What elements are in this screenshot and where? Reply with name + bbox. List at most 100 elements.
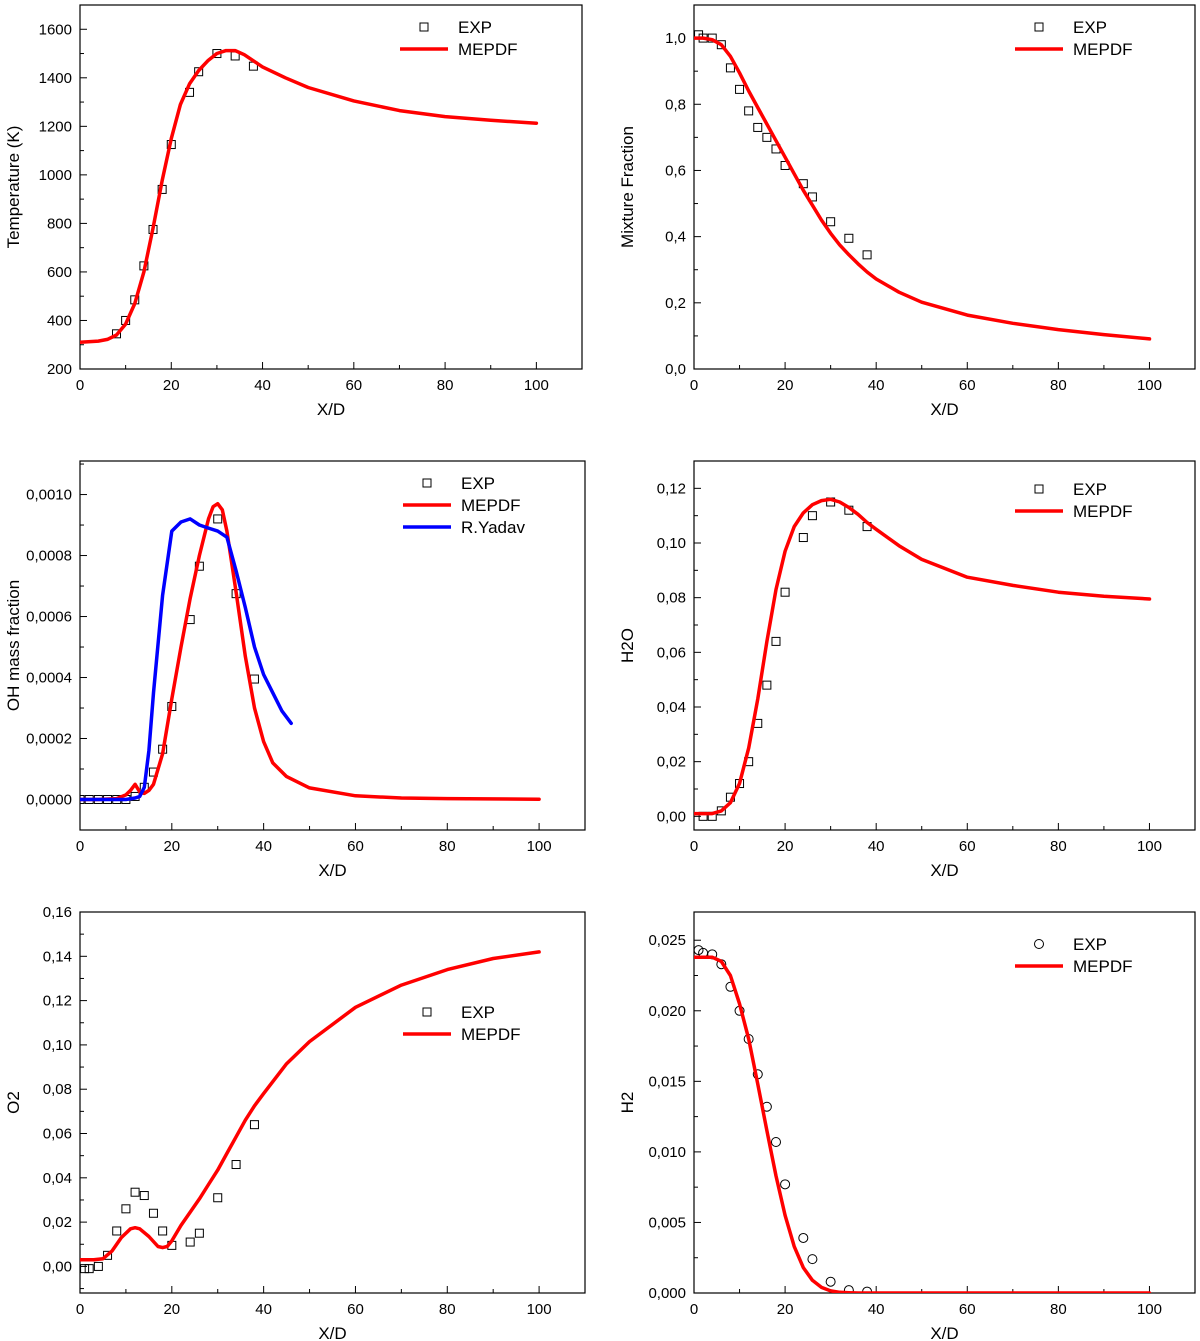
series-line-mepdf: [694, 955, 1152, 1293]
y-tick-label: 0,020: [648, 1003, 686, 1020]
x-tick-label: 20: [777, 838, 794, 855]
y-tick-label: 400: [47, 312, 72, 329]
y-tick-label: 0,04: [657, 699, 686, 716]
data-point: [780, 587, 790, 597]
legend-marker-swatch: [422, 1007, 432, 1017]
series-line-mepdf: [80, 501, 541, 802]
y-tick-label: 0,02: [657, 754, 686, 771]
y-axis-title: OH mass fraction: [4, 580, 23, 711]
y-axis-title: H2: [618, 1092, 637, 1114]
y-tick-label: 800: [47, 215, 72, 232]
data-point: [139, 1191, 149, 1201]
data-point: [735, 84, 745, 94]
x-tick-label: 60: [959, 1301, 976, 1318]
x-tick-label: 60: [347, 838, 364, 855]
data-point: [744, 106, 754, 116]
y-tick-label: 0,0004: [26, 670, 72, 687]
data-point: [753, 122, 763, 132]
legend-label: EXP: [1073, 18, 1107, 37]
legend: EXP MEPDF: [400, 18, 518, 59]
plot-area: [80, 48, 539, 345]
data-point: [249, 1120, 259, 1130]
chart-panel-2: 0 20 40 60 80 100 0,0 0,2 0,4 0,6 0,8 1,0 X/D Mixture…: [618, 4, 1196, 419]
chart-panel-6: 0 20 40 60 80 100 0,000 0,005 0,010 0,015 0,020 0,0…: [618, 911, 1196, 1341]
y-tick-label: 0,025: [648, 932, 686, 949]
y-axis-title: Mixture Fraction: [618, 126, 637, 248]
x-tick-label: 80: [439, 1301, 456, 1318]
data-point: [826, 217, 836, 227]
plot-area: [694, 945, 1152, 1293]
data-point: [716, 40, 726, 50]
y-tick-label: 0,06: [43, 1126, 72, 1143]
legend-label: MEPDF: [1073, 502, 1133, 521]
x-tick-label: 100: [524, 377, 549, 394]
legend-label: MEPDF: [461, 496, 521, 515]
legend-marker-swatch: [419, 22, 429, 32]
legend: EXP MEPDF R.Yadav: [403, 474, 525, 537]
y-tick-label: 1000: [39, 167, 72, 184]
x-tick-label: 20: [777, 1301, 794, 1318]
x-tick-label: 20: [163, 838, 180, 855]
y-tick-label: 0,0002: [26, 731, 72, 748]
y-tick-label: 0,04: [43, 1170, 72, 1187]
data-point: [213, 1193, 223, 1203]
x-tick-label: 0: [690, 377, 698, 394]
legend-label: EXP: [458, 18, 492, 37]
series-line-mepdf: [694, 36, 1152, 341]
x-tick-label: 80: [439, 838, 456, 855]
y-tick-label: 0,2: [665, 295, 686, 312]
y-tick-label: 0,8: [665, 96, 686, 113]
x-tick-label: 40: [868, 838, 885, 855]
legend: EXP MEPDF: [1015, 18, 1133, 59]
data-point: [84, 1264, 94, 1274]
data-point: [862, 250, 872, 260]
legend-label: MEPDF: [458, 40, 518, 59]
data-point: [121, 1204, 131, 1214]
y-axis-title: O2: [4, 1091, 23, 1114]
y-tick-label: 0,0008: [26, 548, 72, 565]
y-tick-label: 0,0000: [26, 792, 72, 809]
data-point: [771, 636, 781, 646]
x-tick-label: 60: [345, 377, 362, 394]
chart-panel-1: 0 20 40 60 80 100 200 400 600 800 1000 1200 1400 1600…: [4, 4, 583, 419]
legend-label: MEPDF: [461, 1025, 521, 1044]
data-point: [798, 533, 808, 543]
y-tick-label: 0,000: [648, 1285, 686, 1302]
y-tick-label: 0,16: [43, 904, 72, 921]
plot-area: [80, 950, 541, 1274]
legend: EXP MEPDF: [1015, 935, 1133, 976]
data-point: [825, 1276, 836, 1287]
x-axis-title: X/D: [318, 1324, 346, 1341]
y-axis-title: H2O: [618, 628, 637, 663]
y-tick-label: 0,0006: [26, 609, 72, 626]
x-tick-label: 100: [527, 1301, 552, 1318]
x-tick-label: 80: [1050, 838, 1067, 855]
plot-area: [80, 501, 541, 805]
legend-label: MEPDF: [1073, 957, 1133, 976]
y-tick-label: 0,12: [43, 993, 72, 1010]
data-point: [93, 1261, 103, 1271]
y-tick-label: 0,02: [43, 1214, 72, 1231]
y-tick-label: 0,10: [43, 1037, 72, 1054]
y-tick-label: 0,0010: [26, 487, 72, 504]
y-tick-label: 0,4: [665, 229, 686, 246]
y-tick-label: 0,0: [665, 361, 686, 378]
y-tick-label: 0,14: [43, 948, 72, 965]
y-tick-label: 0,015: [648, 1073, 686, 1090]
plot-frame: [693, 460, 1196, 831]
data-point: [844, 233, 854, 243]
data-point: [843, 1285, 854, 1293]
x-tick-label: 100: [1137, 838, 1162, 855]
x-tick-label: 80: [437, 377, 454, 394]
data-point: [148, 1208, 158, 1218]
x-tick-label: 0: [690, 838, 698, 855]
y-tick-label: 0,6: [665, 162, 686, 179]
chart-panel-5: 0 20 40 60 80 100 0,00 0,02 0,04 0,06 0,08 0,10 0,12…: [4, 904, 586, 1341]
chart-panel-4: 0 20 40 60 80 100 0,00 0,02 0,04 0,06 0,08 0,10 0,12…: [618, 460, 1196, 880]
x-tick-label: 20: [163, 377, 180, 394]
x-tick-label: 100: [1137, 1301, 1162, 1318]
data-point: [130, 1187, 140, 1197]
y-tick-label: 0,005: [648, 1214, 686, 1231]
legend-label: EXP: [461, 1003, 495, 1022]
